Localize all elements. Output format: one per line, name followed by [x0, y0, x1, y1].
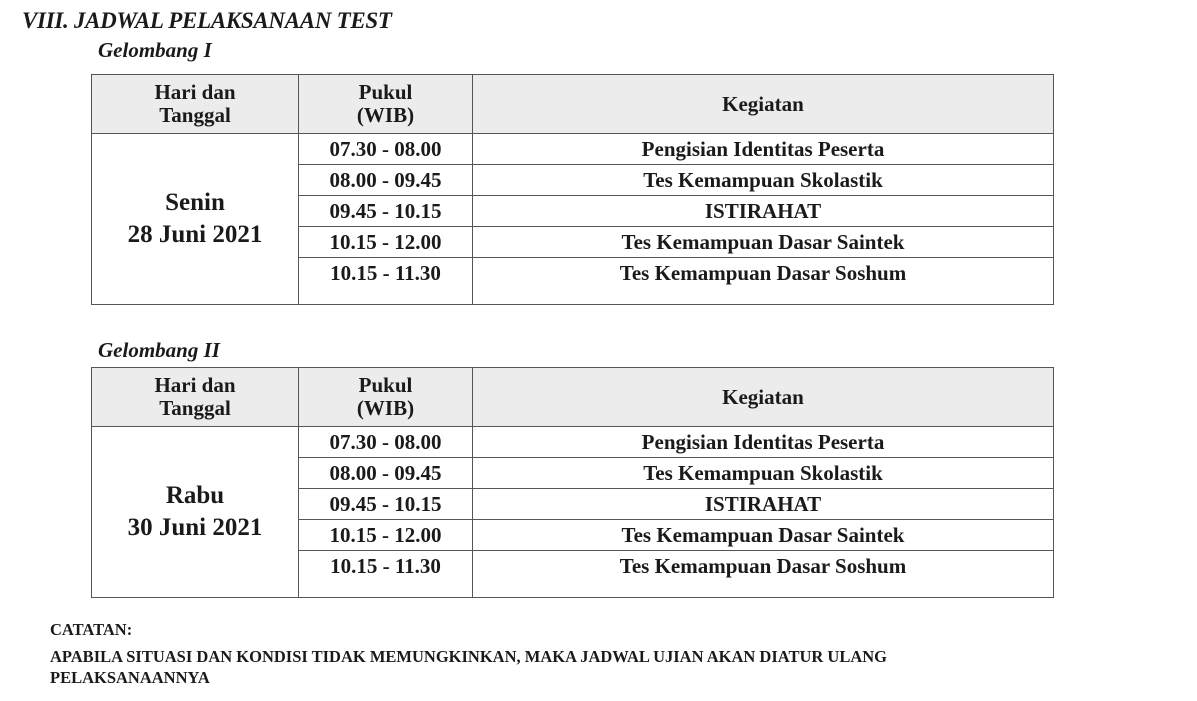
table-header-row: Hari dan Tanggal Pukul (WIB) Kegiatan	[91, 74, 1054, 134]
activity-cell: Pengisian Identitas Peserta	[472, 133, 1054, 165]
table-row: 10.15 - 12.00 Tes Kemampuan Dasar Sainte…	[92, 226, 1054, 258]
time-cell: 10.15 - 12.00	[298, 519, 473, 551]
note-label: CATATAN:	[50, 620, 133, 639]
time-cell: 08.00 - 09.45	[298, 164, 473, 196]
time-cell: 10.15 - 11.30	[298, 550, 473, 598]
note-line-1: APABILA SITUASI DAN KONDISI TIDAK MEMUNG…	[50, 647, 888, 666]
table-row: 10.15 - 11.30 Tes Kemampuan Dasar Soshum	[92, 550, 1054, 598]
table-row: 10.15 - 11.30 Tes Kemampuan Dasar Soshum	[92, 257, 1054, 305]
schedule-table: Hari dan Tanggal Pukul (WIB) Kegiatan Seni…	[91, 74, 1054, 305]
header-day: Hari dan Tanggal	[91, 74, 299, 134]
activity-cell: Tes Kemampuan Dasar Soshum	[472, 257, 1054, 305]
header-time: Pukul (WIB)	[298, 367, 473, 427]
activity-cell: Tes Kemampuan Dasar Saintek	[472, 519, 1054, 551]
header-activity: Kegiatan	[472, 367, 1054, 427]
section-title: VIII. JADWAL PELAKSANAAN TEST	[22, 8, 392, 33]
table-row: 09.45 - 10.15 ISTIRAHAT	[92, 195, 1054, 227]
table-row: 08.00 - 09.45 Tes Kemampuan Skolastik	[92, 164, 1054, 196]
day-date-cell: Rabu 30 Juni 2021	[91, 426, 299, 598]
activity-cell: Tes Kemampuan Skolastik	[472, 164, 1054, 196]
time-cell: 07.30 - 08.00	[298, 426, 473, 458]
activity-cell: Tes Kemampuan Dasar Soshum	[472, 550, 1054, 598]
note-line-2: PELAKSANAANNYA	[50, 668, 210, 687]
wave-label: Gelombang I	[98, 38, 212, 62]
schedule-table: Hari dan Tanggal Pukul (WIB) Kegiatan Rabu…	[91, 367, 1054, 598]
header-day: Hari dan Tanggal	[91, 367, 299, 427]
time-cell: 09.45 - 10.15	[298, 195, 473, 227]
table-row: Rabu 30 Juni 2021 07.30 - 08.00 Pengisian …	[91, 426, 1054, 598]
table-header-row: Hari dan Tanggal Pukul (WIB) Kegiatan	[91, 367, 1054, 427]
activity-cell: ISTIRAHAT	[472, 195, 1054, 227]
time-cell: 10.15 - 11.30	[298, 257, 473, 305]
time-cell: 08.00 - 09.45	[298, 457, 473, 489]
time-cell: 09.45 - 10.15	[298, 488, 473, 520]
activity-cell: Tes Kemampuan Skolastik	[472, 457, 1054, 489]
header-activity: Kegiatan	[472, 74, 1054, 134]
table-row: 09.45 - 10.15 ISTIRAHAT	[92, 488, 1054, 520]
time-cell: 10.15 - 12.00	[298, 226, 473, 258]
activity-cell: ISTIRAHAT	[472, 488, 1054, 520]
activity-cell: Tes Kemampuan Dasar Saintek	[472, 226, 1054, 258]
table-row: 08.00 - 09.45 Tes Kemampuan Skolastik	[92, 457, 1054, 489]
day-date-cell: Senin 28 Juni 2021	[91, 133, 299, 305]
header-time: Pukul (WIB)	[298, 74, 473, 134]
table-row: Senin 28 Juni 2021 07.30 - 08.00 Pengisian…	[91, 133, 1054, 305]
time-cell: 07.30 - 08.00	[298, 133, 473, 165]
table-row: 10.15 - 12.00 Tes Kemampuan Dasar Sainte…	[92, 519, 1054, 551]
activity-cell: Pengisian Identitas Peserta	[472, 426, 1054, 458]
wave-label: Gelombang II	[98, 338, 220, 362]
